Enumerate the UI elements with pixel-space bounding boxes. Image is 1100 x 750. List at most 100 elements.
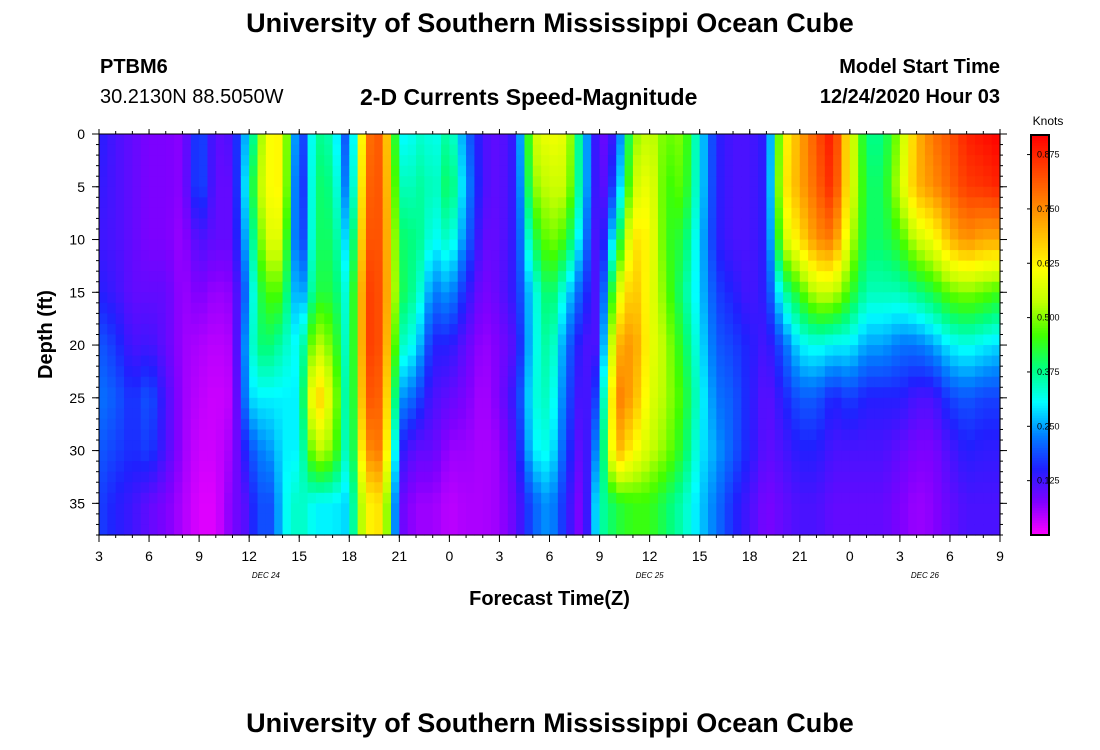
heatmap-cell	[416, 387, 425, 399]
colorbar-swatch	[1031, 505, 1049, 509]
heatmap-cell	[499, 471, 509, 483]
heatmap-cell	[140, 513, 150, 526]
heatmap-cell	[891, 250, 901, 262]
heatmap-cell	[791, 281, 801, 293]
heatmap-cell	[441, 144, 450, 156]
heatmap-cell	[566, 387, 576, 399]
heatmap-cell	[616, 450, 626, 462]
heatmap-cell	[365, 345, 375, 357]
heatmap-cell	[416, 197, 425, 209]
heatmap-cell	[257, 440, 267, 452]
heatmap-cell	[649, 250, 659, 262]
heatmap-cell	[257, 418, 267, 431]
heatmap-cell	[332, 355, 342, 367]
heatmap-cell	[149, 461, 158, 473]
heatmap-cell	[99, 503, 108, 515]
colorbar-tick-label: 0.625	[1037, 258, 1060, 268]
heatmap-cell	[691, 176, 701, 188]
heatmap-cell	[849, 397, 859, 409]
heatmap-cell	[991, 228, 1001, 241]
heatmap-cell	[407, 292, 417, 304]
heatmap-cell	[749, 450, 759, 462]
heatmap-cell	[199, 334, 209, 346]
heatmap-cell	[557, 239, 567, 251]
heatmap-cell	[941, 345, 951, 357]
heatmap-cell	[174, 155, 184, 167]
heatmap-cell	[724, 260, 734, 272]
heatmap-cell	[908, 176, 918, 188]
heatmap-cell	[774, 503, 784, 515]
heatmap-cell	[808, 355, 818, 367]
heatmap-cell	[833, 429, 843, 441]
heatmap-cell	[899, 461, 909, 473]
heatmap-cell	[182, 503, 192, 515]
heatmap-cell	[708, 260, 717, 272]
heatmap-cell	[632, 197, 642, 209]
heatmap-cell	[816, 186, 826, 198]
heatmap-cell	[724, 387, 734, 399]
heatmap-cell	[808, 524, 818, 536]
heatmap-cell	[958, 408, 968, 420]
heatmap-cell	[224, 387, 234, 399]
heatmap-cell	[924, 313, 934, 325]
heatmap-cell	[649, 323, 659, 336]
heatmap-cell	[682, 313, 692, 325]
heatmap-cell	[274, 376, 284, 388]
heatmap-cell	[299, 376, 309, 388]
heatmap-cell	[182, 440, 192, 452]
heatmap-cell	[399, 134, 409, 146]
heatmap-cell	[349, 165, 359, 177]
heatmap-cell	[240, 292, 250, 304]
heatmap-cell	[657, 228, 667, 241]
heatmap-cell	[983, 197, 993, 209]
heatmap-cell	[232, 271, 242, 283]
heatmap-cell	[474, 281, 484, 293]
heatmap-cell	[182, 408, 192, 420]
heatmap-cell	[891, 397, 901, 409]
heatmap-cell	[766, 461, 776, 473]
heatmap-cell	[641, 471, 651, 483]
heatmap-cell	[399, 302, 409, 314]
heatmap-cell	[991, 250, 1001, 262]
heatmap-cell	[365, 186, 375, 198]
colorbar-swatch	[1031, 400, 1049, 404]
heatmap-cell	[365, 313, 375, 325]
heatmap-cell	[883, 207, 893, 220]
heatmap-cell	[449, 323, 459, 336]
heatmap-cell	[365, 207, 375, 220]
heatmap-cell	[482, 492, 492, 504]
heatmap-cell	[374, 429, 384, 441]
y-tick-label: 30	[69, 443, 85, 459]
heatmap-cell	[224, 429, 234, 441]
heatmap-cell	[424, 271, 434, 283]
heatmap-cell	[666, 418, 676, 431]
colorbar-swatch	[1031, 210, 1049, 214]
heatmap-cell	[466, 239, 476, 251]
heatmap-cell	[657, 250, 667, 262]
heatmap-cell	[516, 176, 526, 188]
heatmap-cell	[674, 429, 684, 441]
heatmap-cell	[466, 461, 476, 473]
heatmap-cell	[457, 376, 467, 388]
heatmap-cell	[841, 239, 851, 251]
heatmap-cell	[499, 165, 509, 177]
y-tick-label: 5	[77, 179, 85, 195]
heatmap-cell	[749, 345, 759, 357]
heatmap-cell	[599, 355, 609, 367]
heatmap-cell	[591, 207, 601, 220]
heatmap-cell	[724, 524, 734, 536]
heatmap-cell	[557, 197, 567, 209]
heatmap-cell	[449, 207, 459, 220]
heatmap-cell	[340, 197, 350, 209]
heatmap-cell	[290, 186, 300, 198]
heatmap-cell	[958, 186, 968, 198]
heatmap-cell	[607, 323, 617, 336]
heatmap-cell	[99, 471, 108, 483]
heatmap-cell	[849, 271, 859, 283]
heatmap-cell	[908, 292, 918, 304]
heatmap-cell	[232, 503, 242, 515]
heatmap-cell	[641, 450, 651, 462]
heatmap-cell	[641, 281, 651, 293]
heatmap-cell	[983, 134, 993, 146]
heatmap-cell	[849, 492, 859, 504]
